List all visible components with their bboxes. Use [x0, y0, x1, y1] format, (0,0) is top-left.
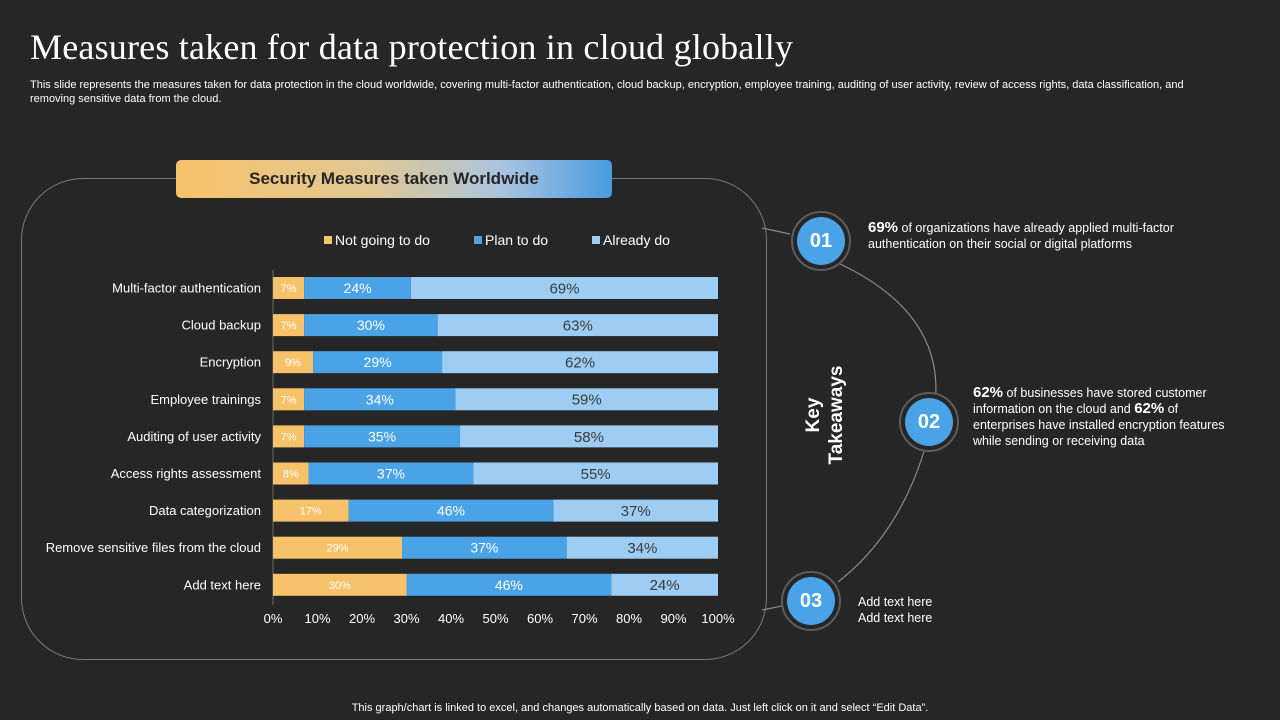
takeaway-number: 02: [905, 398, 953, 446]
bar-segment: [273, 499, 349, 522]
legend-swatch: [474, 236, 482, 244]
bar-segment: [273, 573, 407, 596]
key-takeaways-label: Key Takeaways: [803, 365, 847, 465]
category-label: Data categorization: [149, 503, 261, 518]
takeaway-text-03: Add text here Add text here: [858, 595, 933, 625]
data-label: 30%: [357, 317, 385, 333]
data-label: 35%: [368, 428, 396, 444]
chart-header: Security Measures taken Worldwide: [176, 160, 612, 198]
x-tick-label: 30%: [393, 611, 419, 626]
data-label: 69%: [549, 280, 579, 297]
data-label: 7%: [281, 320, 297, 332]
data-label: 59%: [572, 392, 602, 409]
data-label: 34%: [627, 540, 657, 557]
x-tick-label: 40%: [438, 611, 464, 626]
data-label: 55%: [581, 466, 611, 483]
category-label: Cloud backup: [182, 318, 262, 333]
takeaway-number: 03: [787, 577, 835, 625]
bar-segment: [308, 462, 474, 485]
bar-segment: [459, 425, 718, 448]
bar-segment: [566, 536, 718, 559]
bar-segment: [553, 499, 718, 522]
takeaway-text-02: 62% of businesses have stored customer i…: [973, 384, 1225, 449]
data-label: 63%: [563, 318, 593, 335]
takeaway-badge-01: 01: [791, 211, 851, 271]
x-tick-label: 100%: [701, 611, 735, 626]
takeaway-text-01: 69% of organizations have already applie…: [868, 219, 1174, 252]
category-label: Employee trainings: [150, 392, 261, 407]
data-label: 46%: [495, 577, 523, 593]
takeaway-badge-03: 03: [781, 571, 841, 631]
data-label: 29%: [327, 543, 349, 555]
bar-segment: [304, 388, 456, 411]
legend-label: Already do: [603, 232, 670, 248]
category-label: Remove sensitive files from the cloud: [46, 540, 261, 555]
bar-segment: [273, 536, 403, 559]
footer-note: This graph/chart is linked to excel, and…: [351, 702, 929, 714]
category-label: Multi-factor authentication: [112, 281, 261, 296]
data-label: 37%: [470, 540, 498, 556]
x-tick-label: 20%: [349, 611, 375, 626]
data-label: 58%: [574, 429, 604, 446]
category-label: Access rights assessment: [111, 466, 262, 481]
data-label: 7%: [281, 394, 297, 406]
x-tick-label: 90%: [660, 611, 686, 626]
category-label: Add text here: [184, 577, 261, 592]
bar-segment: [273, 388, 305, 411]
data-label: 29%: [364, 354, 392, 370]
data-label: 24%: [344, 280, 372, 296]
bar-segment: [304, 277, 411, 299]
page-title: Measures taken for data protection in cl…: [30, 27, 794, 67]
bar-segment: [348, 499, 554, 522]
bar-segment: [273, 277, 305, 299]
data-label: 46%: [437, 503, 465, 519]
takeaway-badge-02: 02: [899, 392, 959, 452]
bar-segment: [455, 388, 718, 411]
bar-segment: [406, 573, 612, 596]
bar-segment: [304, 314, 438, 337]
data-label: 37%: [377, 466, 405, 482]
bar-segment: [437, 314, 718, 337]
legend-swatch: [592, 236, 600, 244]
bar-segment: [273, 425, 305, 448]
legend-swatch: [324, 236, 332, 244]
data-label: 7%: [281, 283, 297, 295]
data-label: 7%: [281, 431, 297, 443]
bar-segment: [273, 462, 309, 485]
page-description: This slide represents the measures taken…: [30, 79, 1184, 105]
x-tick-label: 0%: [264, 611, 283, 626]
takeaway-number: 01: [797, 217, 845, 265]
bar-segment: [273, 351, 314, 374]
category-label: Auditing of user activity: [127, 429, 261, 444]
bar-segment: [313, 351, 443, 374]
legend-label: Not going to do: [335, 232, 430, 248]
bar-segment: [473, 462, 718, 485]
data-label: 30%: [329, 580, 351, 592]
x-tick-label: 10%: [304, 611, 330, 626]
bar-segment: [304, 425, 460, 448]
x-tick-label: 60%: [527, 611, 553, 626]
x-tick-label: 80%: [616, 611, 642, 626]
data-label: 17%: [300, 506, 322, 518]
data-label: 8%: [283, 468, 299, 480]
data-label: 62%: [565, 355, 595, 372]
bar-segment: [402, 536, 567, 559]
data-label: 37%: [621, 503, 651, 520]
bar-segment: [442, 351, 718, 374]
category-label: Encryption: [200, 355, 261, 370]
x-tick-label: 50%: [482, 611, 508, 626]
data-label: 9%: [285, 357, 301, 369]
legend-label: Plan to do: [485, 232, 548, 248]
data-label: 24%: [650, 577, 680, 594]
data-label: 34%: [366, 391, 394, 407]
bar-segment: [611, 573, 718, 596]
bar-segment: [273, 314, 305, 337]
x-tick-label: 70%: [571, 611, 597, 626]
bar-segment: [410, 277, 718, 299]
